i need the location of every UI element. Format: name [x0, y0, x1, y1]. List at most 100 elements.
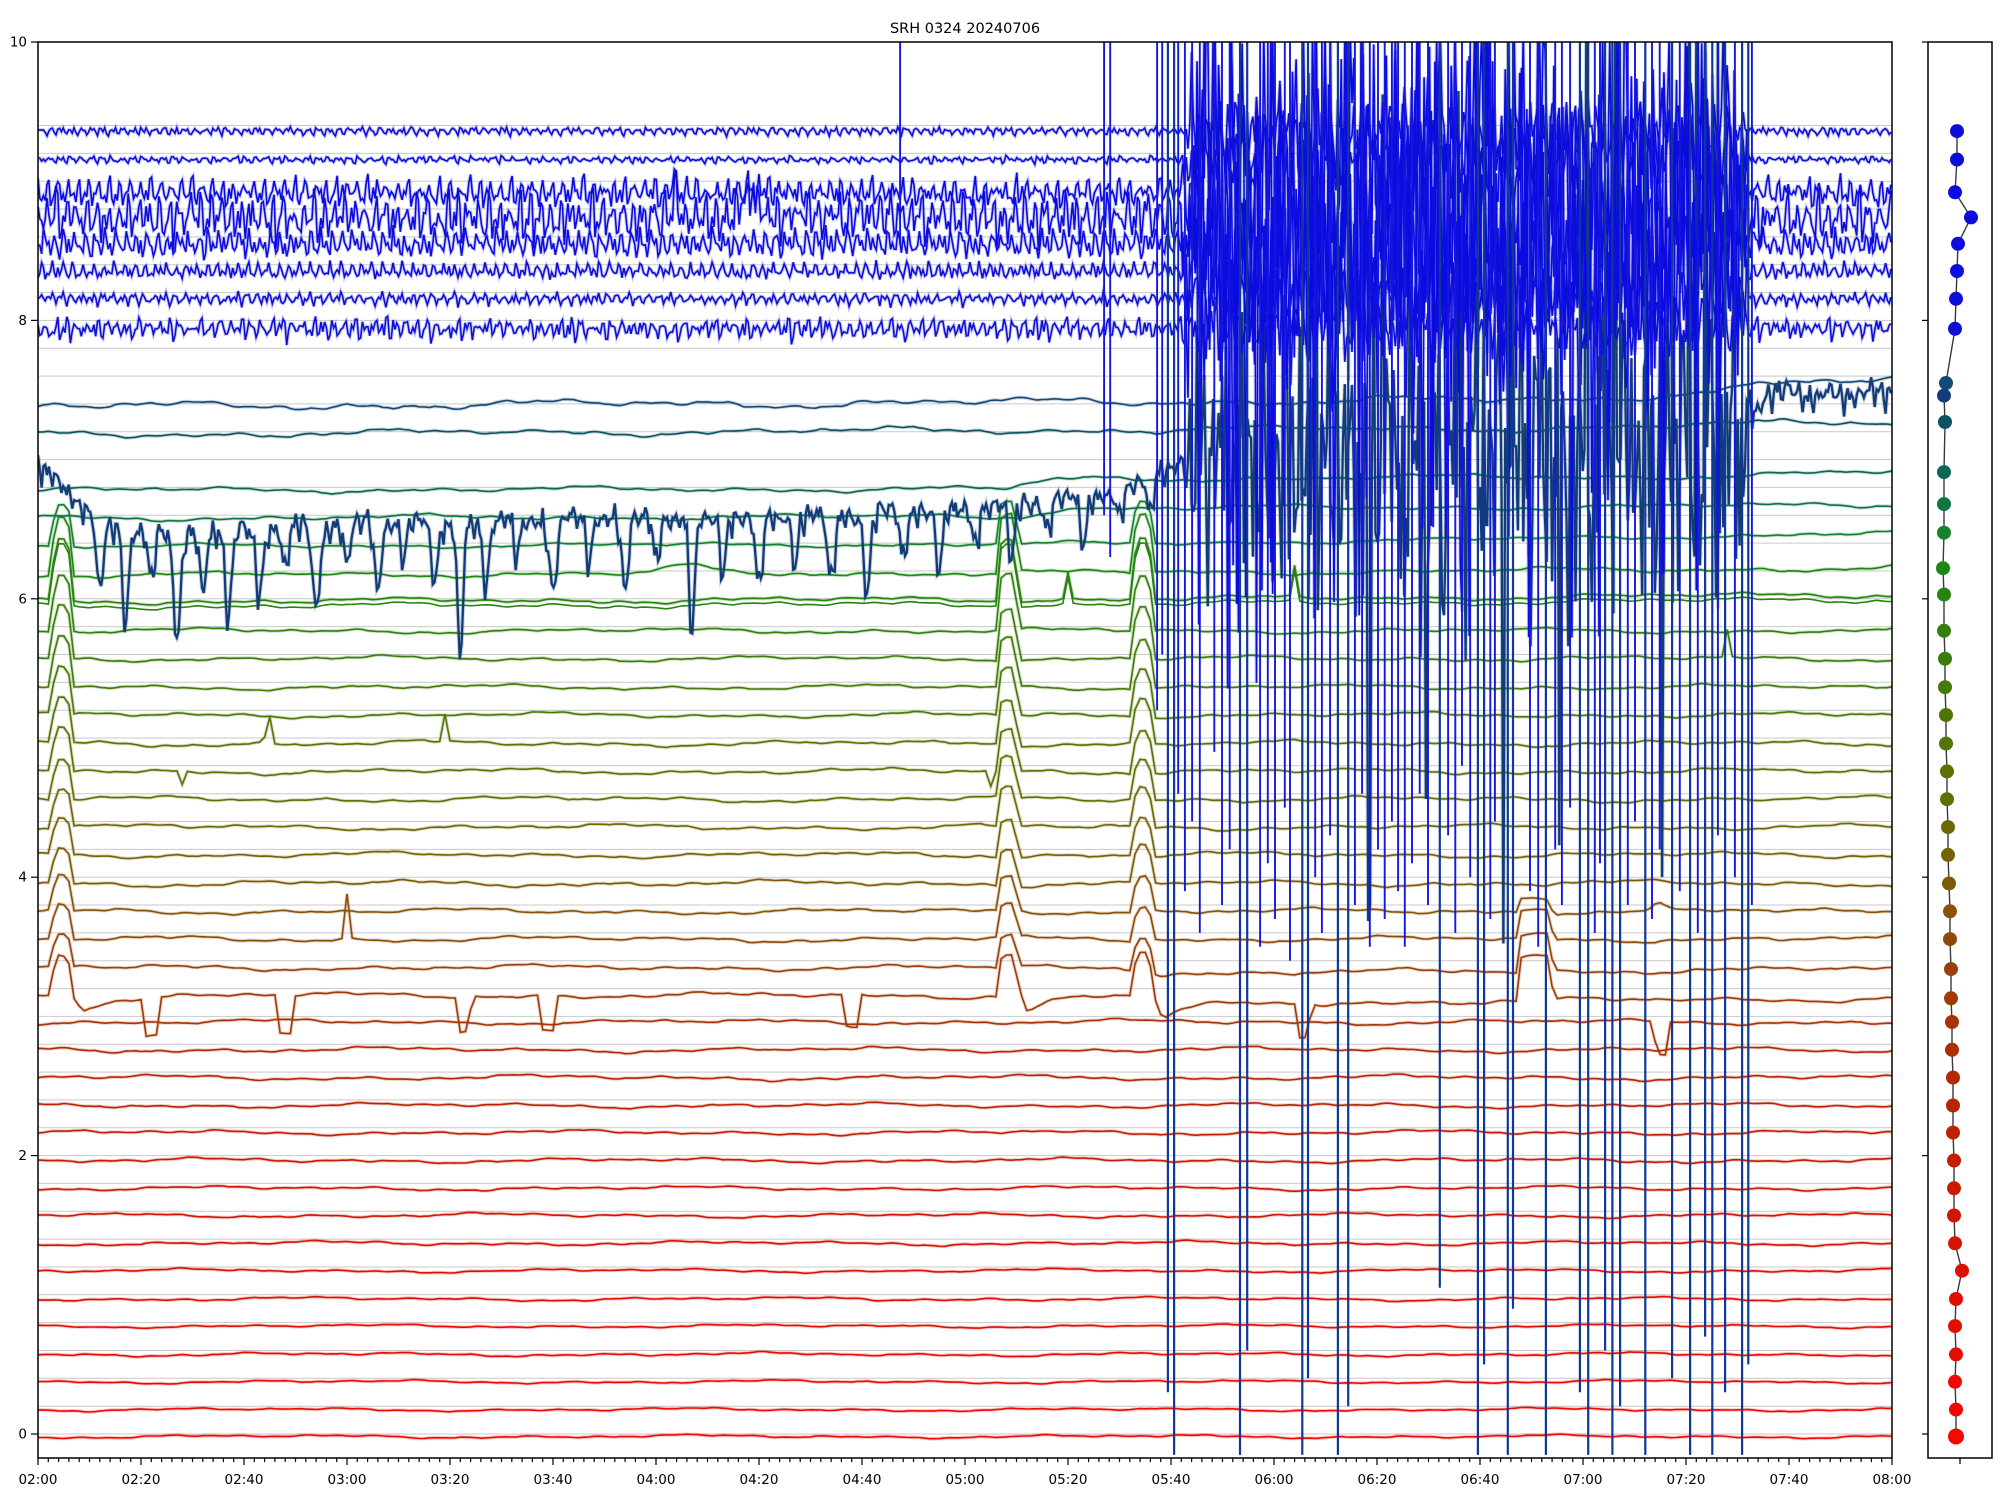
- x-tick-label: 02:20: [122, 1472, 161, 1488]
- profile-dot-1.0: [1949, 1292, 1963, 1306]
- y-tick-label: 2: [18, 1148, 27, 1164]
- x-tick-label: 05:00: [946, 1472, 985, 1488]
- trace-5.8: [38, 572, 1892, 635]
- trace-5.4: [38, 635, 1892, 692]
- profile-dot-8.4: [1950, 264, 1964, 278]
- profile-dot-5.6: [1938, 651, 1952, 666]
- axes: 02:00 02:20 02:40 03:00 03:20 03:40 04:00 04:20…: [10, 35, 1912, 1489]
- x-tick-label: 07:00: [1564, 1472, 1603, 1488]
- x-tick-label: 03:40: [534, 1472, 573, 1488]
- channel-traces: [38, 42, 1892, 1440]
- trace-1.4: [38, 1239, 1892, 1248]
- trace-0.4: [38, 1378, 1892, 1385]
- trace-0.8: [38, 1323, 1892, 1330]
- profile-dot-1.6: [1947, 1208, 1961, 1223]
- profile-dot-4.0: [1942, 876, 1956, 891]
- profile-dot-4.6: [1940, 792, 1954, 807]
- trace-1.8: [38, 1184, 1892, 1193]
- trace-3.2: [38, 951, 1892, 1039]
- profile-dot-1.2: [1955, 1263, 1969, 1278]
- profile-dot-2.0: [1947, 1153, 1961, 1168]
- profile-dot-6.6: [1937, 497, 1951, 512]
- disturbance-lines: [899, 42, 1753, 1455]
- profile-dot-7.2: [1938, 415, 1952, 429]
- trace-1.0: [38, 1295, 1892, 1303]
- trace-2.2: [38, 1128, 1892, 1137]
- x-tick-label: 06:20: [1358, 1472, 1397, 1488]
- trace-7.2: [38, 417, 1892, 439]
- trace-9.4: [38, 42, 1892, 216]
- trace-5.6: [38, 603, 1892, 663]
- y-tick-label: 10: [10, 35, 27, 51]
- profile-dot-8.0: [1948, 321, 1962, 336]
- trace-2.4: [38, 1101, 1892, 1110]
- trace-6.0: [38, 537, 1892, 606]
- trace-shadow: [38, 663, 1892, 721]
- profile-dot-8.8: [1964, 210, 1978, 225]
- x-tick-label: 05:40: [1152, 1472, 1191, 1488]
- profile-dot-9.2: [1950, 152, 1964, 167]
- trace-shadow: [38, 695, 1892, 750]
- trace-1.2: [38, 1267, 1892, 1275]
- chart-title: SRH 0324 20240706: [890, 21, 1040, 37]
- profile-dot-7.0: [1937, 388, 1951, 403]
- profile-dot-2.8: [1945, 1042, 1959, 1057]
- trace-1.6: [38, 1211, 1892, 1220]
- trace-2.6: [38, 1073, 1892, 1083]
- profile-dot-2.6: [1946, 1070, 1960, 1085]
- profile-dot-6.2: [1936, 561, 1950, 576]
- trace-5.2: [38, 665, 1892, 720]
- trace-0.0: [38, 1433, 1892, 1440]
- profile-connector-line: [1942, 131, 1972, 1437]
- x-tick-label: 03:00: [328, 1472, 367, 1488]
- profile-dot-5.2: [1939, 708, 1953, 722]
- trace-6.2: [38, 512, 1892, 580]
- profile-dot-6.4: [1937, 525, 1951, 540]
- trace-0.6: [38, 1350, 1892, 1358]
- profile-dot-0.6: [1949, 1347, 1963, 1362]
- profile-dot-9.4: [1950, 124, 1964, 139]
- profile-dot-4.4: [1941, 820, 1955, 835]
- trace-7.0: [38, 42, 1892, 944]
- trace-4.4: [38, 785, 1892, 832]
- trace-6.4: [38, 500, 1892, 550]
- trace-4.8: [38, 726, 1892, 789]
- x-tick-label: 06:40: [1461, 1472, 1500, 1488]
- profile-dot-4.2: [1941, 847, 1955, 862]
- trace-9.2: [38, 42, 1892, 315]
- y-tick-label: 8: [18, 313, 27, 329]
- profile-dot-1.8: [1947, 1181, 1961, 1196]
- profile-dot-5.4: [1938, 680, 1952, 695]
- x-tick-label: 02:00: [19, 1472, 58, 1488]
- trace-3.0: [38, 1017, 1892, 1056]
- profile-dot-2.2: [1946, 1125, 1960, 1140]
- profile-dot-1.4: [1948, 1236, 1962, 1251]
- trace-4.2: [38, 816, 1892, 860]
- profile-dot-0.8: [1948, 1319, 1962, 1334]
- profile-dot-5.8: [1937, 623, 1951, 638]
- trace-shadow: [38, 842, 1892, 890]
- profile-dot-0.4: [1948, 1374, 1962, 1389]
- y-tick-label: 0: [18, 1427, 27, 1443]
- profile-dot-5.0: [1939, 736, 1953, 751]
- profile-dot-3.8: [1943, 904, 1957, 919]
- trace-duplicate-6.0: [38, 542, 1892, 611]
- profile-dot-3.2: [1944, 991, 1958, 1006]
- profile-dot-3.6: [1943, 932, 1957, 947]
- profile-dot-9.0: [1948, 185, 1962, 200]
- trace-2.8: [38, 1045, 1892, 1055]
- profile-dot-0.0: [1948, 1428, 1964, 1445]
- profile-dot-8.6: [1951, 236, 1965, 251]
- profile-dot-6.0: [1937, 587, 1951, 602]
- profile-dot-8.2: [1949, 291, 1963, 306]
- trace-6.6: [38, 502, 1892, 523]
- trace-shadow: [38, 893, 1892, 945]
- trace-0.2: [38, 1406, 1892, 1413]
- x-tick-label: 07:40: [1770, 1472, 1809, 1488]
- trace-shadow: [38, 725, 1892, 792]
- profile-dot-7.4: [1939, 376, 1953, 390]
- x-tick-label: 08:00: [1873, 1472, 1912, 1488]
- x-tick-label: 07:20: [1667, 1472, 1706, 1488]
- depth-profile-panel: [1922, 41, 1993, 1464]
